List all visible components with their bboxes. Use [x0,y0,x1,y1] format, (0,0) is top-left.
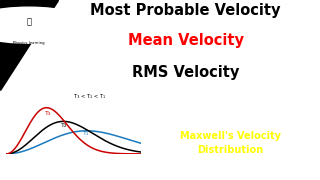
Circle shape [0,7,93,43]
Text: Most Probable Velocity: Most Probable Velocity [90,3,281,18]
Text: T₁: T₁ [83,131,89,136]
Text: Distribution: Distribution [197,145,263,155]
Text: T₂: T₂ [61,123,67,128]
Text: 🎓: 🎓 [26,17,31,26]
Polygon shape [0,0,58,90]
Text: T₃: T₃ [44,111,51,116]
Text: Mean Velocity: Mean Velocity [128,33,244,48]
Text: T₃ < T₂ < T₁: T₃ < T₂ < T₁ [75,94,106,99]
Text: Physics learning: Physics learning [13,41,44,45]
Text: Temperature dependence: Temperature dependence [160,99,301,109]
Text: of: of [226,115,235,124]
Text: RMS Velocity: RMS Velocity [132,64,239,80]
Text: With Dr. Shaw: With Dr. Shaw [220,165,280,174]
Text: Maxwell's Velocity: Maxwell's Velocity [180,131,281,141]
Text: Kinetic Theory of Gases: Kinetic Theory of Gases [35,165,138,174]
FancyBboxPatch shape [3,93,141,156]
